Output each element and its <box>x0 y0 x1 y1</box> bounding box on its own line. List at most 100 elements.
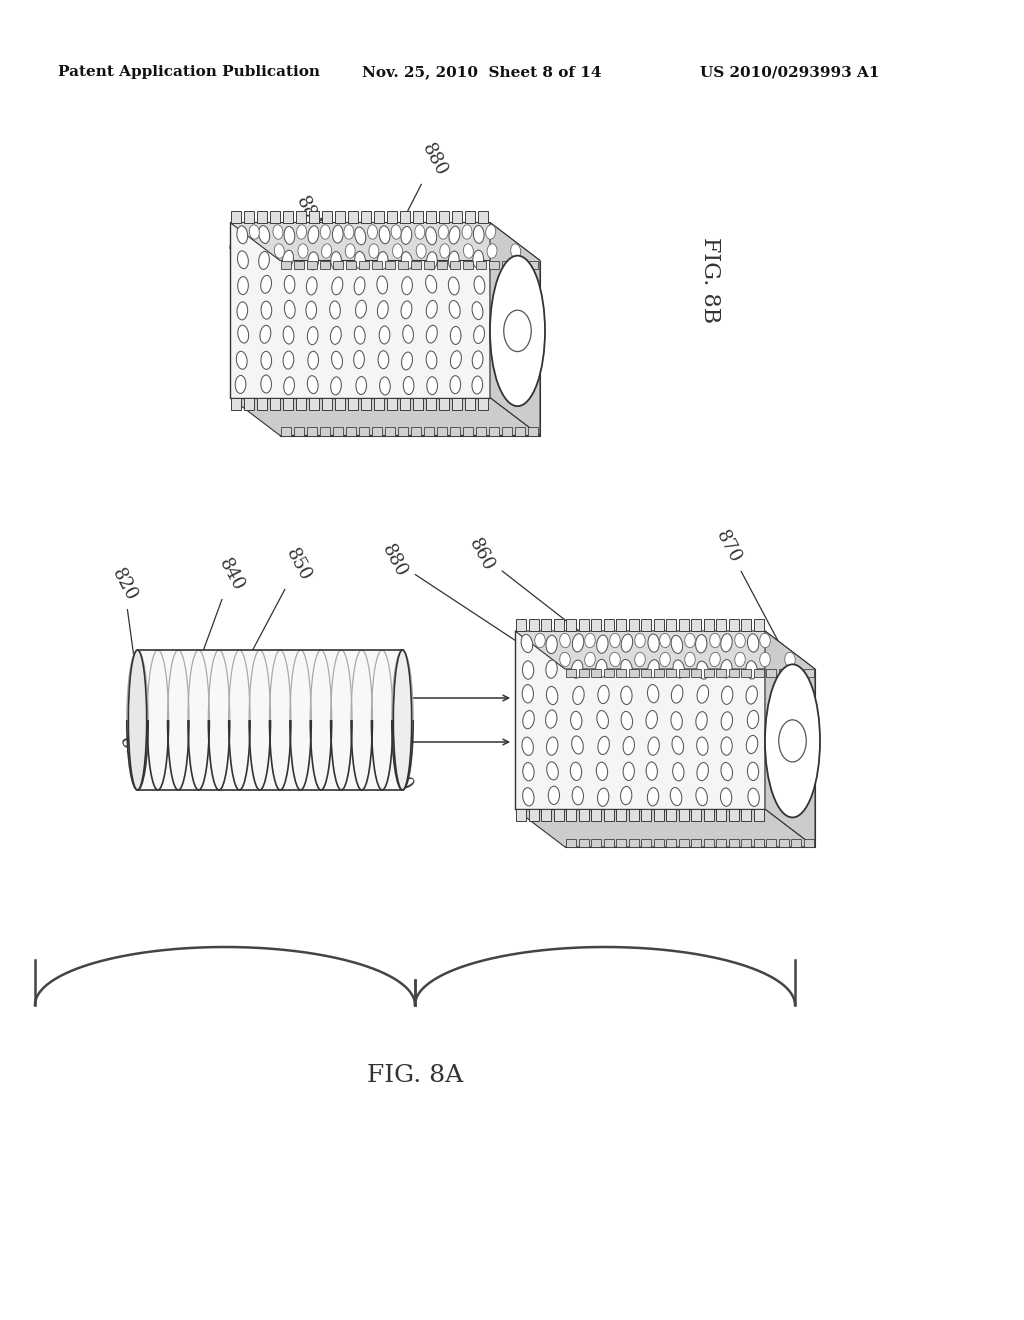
Ellipse shape <box>331 378 341 395</box>
Polygon shape <box>565 669 815 847</box>
Ellipse shape <box>403 376 414 395</box>
Text: FIG. 8A: FIG. 8A <box>367 1064 463 1086</box>
Polygon shape <box>230 223 490 397</box>
Ellipse shape <box>321 224 330 239</box>
Ellipse shape <box>449 251 459 269</box>
Ellipse shape <box>659 634 671 648</box>
Ellipse shape <box>621 787 632 805</box>
Ellipse shape <box>647 685 658 702</box>
Text: 800: 800 <box>383 738 415 795</box>
Ellipse shape <box>273 224 283 239</box>
Polygon shape <box>579 619 589 631</box>
Polygon shape <box>400 210 411 223</box>
Ellipse shape <box>721 711 732 730</box>
Ellipse shape <box>427 252 437 269</box>
Polygon shape <box>566 809 575 821</box>
Ellipse shape <box>623 737 635 755</box>
Text: Nov. 25, 2010  Sheet 8 of 14: Nov. 25, 2010 Sheet 8 of 14 <box>362 65 601 79</box>
Polygon shape <box>489 260 500 269</box>
Polygon shape <box>283 210 294 223</box>
Polygon shape <box>385 260 395 269</box>
Ellipse shape <box>598 737 609 755</box>
Polygon shape <box>541 619 551 631</box>
Ellipse shape <box>659 652 671 667</box>
Polygon shape <box>629 669 639 677</box>
Ellipse shape <box>401 252 413 269</box>
Polygon shape <box>426 210 436 223</box>
Ellipse shape <box>261 276 271 293</box>
Ellipse shape <box>546 660 557 678</box>
Ellipse shape <box>748 762 759 780</box>
Ellipse shape <box>597 635 608 653</box>
Polygon shape <box>691 809 701 821</box>
Ellipse shape <box>402 325 414 343</box>
Polygon shape <box>616 619 626 631</box>
Ellipse shape <box>401 301 412 319</box>
Polygon shape <box>741 838 751 847</box>
Ellipse shape <box>521 635 532 652</box>
Polygon shape <box>579 669 589 677</box>
Ellipse shape <box>472 376 482 393</box>
Ellipse shape <box>671 635 683 653</box>
Polygon shape <box>679 669 688 677</box>
Polygon shape <box>679 838 688 847</box>
Polygon shape <box>515 631 765 809</box>
Ellipse shape <box>426 301 437 318</box>
Polygon shape <box>703 619 714 631</box>
Polygon shape <box>703 838 714 847</box>
Ellipse shape <box>354 227 366 244</box>
Polygon shape <box>374 397 384 409</box>
Polygon shape <box>515 809 815 847</box>
Ellipse shape <box>462 224 472 239</box>
Polygon shape <box>465 397 475 409</box>
Ellipse shape <box>261 375 271 393</box>
Ellipse shape <box>522 788 535 807</box>
Ellipse shape <box>393 649 412 789</box>
Polygon shape <box>322 397 333 409</box>
Polygon shape <box>270 210 281 223</box>
Polygon shape <box>603 619 613 631</box>
Text: Patent Application Publication: Patent Application Publication <box>58 65 319 79</box>
Polygon shape <box>679 809 688 821</box>
Ellipse shape <box>308 351 318 370</box>
Ellipse shape <box>710 652 720 667</box>
Ellipse shape <box>473 251 483 268</box>
Polygon shape <box>411 260 422 269</box>
Ellipse shape <box>308 226 318 244</box>
Polygon shape <box>398 260 409 269</box>
Polygon shape <box>716 838 726 847</box>
Ellipse shape <box>378 351 389 368</box>
Polygon shape <box>528 619 539 631</box>
Ellipse shape <box>439 244 450 259</box>
Polygon shape <box>424 428 434 436</box>
Ellipse shape <box>472 351 483 368</box>
Ellipse shape <box>504 310 531 351</box>
Polygon shape <box>591 669 601 677</box>
Ellipse shape <box>259 226 269 243</box>
Ellipse shape <box>671 711 682 730</box>
Polygon shape <box>641 669 651 677</box>
Ellipse shape <box>307 376 318 393</box>
Polygon shape <box>387 210 397 223</box>
Ellipse shape <box>368 224 378 239</box>
Polygon shape <box>372 428 382 436</box>
Text: 810: 810 <box>115 733 153 772</box>
Ellipse shape <box>765 664 820 817</box>
Text: 882: 882 <box>222 238 254 305</box>
Ellipse shape <box>546 710 557 729</box>
Ellipse shape <box>237 226 248 244</box>
Ellipse shape <box>672 685 683 704</box>
Ellipse shape <box>745 686 758 704</box>
Ellipse shape <box>283 251 294 268</box>
Polygon shape <box>450 428 461 436</box>
Ellipse shape <box>696 737 708 755</box>
Polygon shape <box>778 838 788 847</box>
Polygon shape <box>653 669 664 677</box>
Polygon shape <box>641 619 651 631</box>
Ellipse shape <box>546 635 557 653</box>
Polygon shape <box>728 838 738 847</box>
Ellipse shape <box>485 224 496 239</box>
Polygon shape <box>231 397 242 409</box>
Ellipse shape <box>490 256 545 407</box>
Ellipse shape <box>522 737 534 755</box>
